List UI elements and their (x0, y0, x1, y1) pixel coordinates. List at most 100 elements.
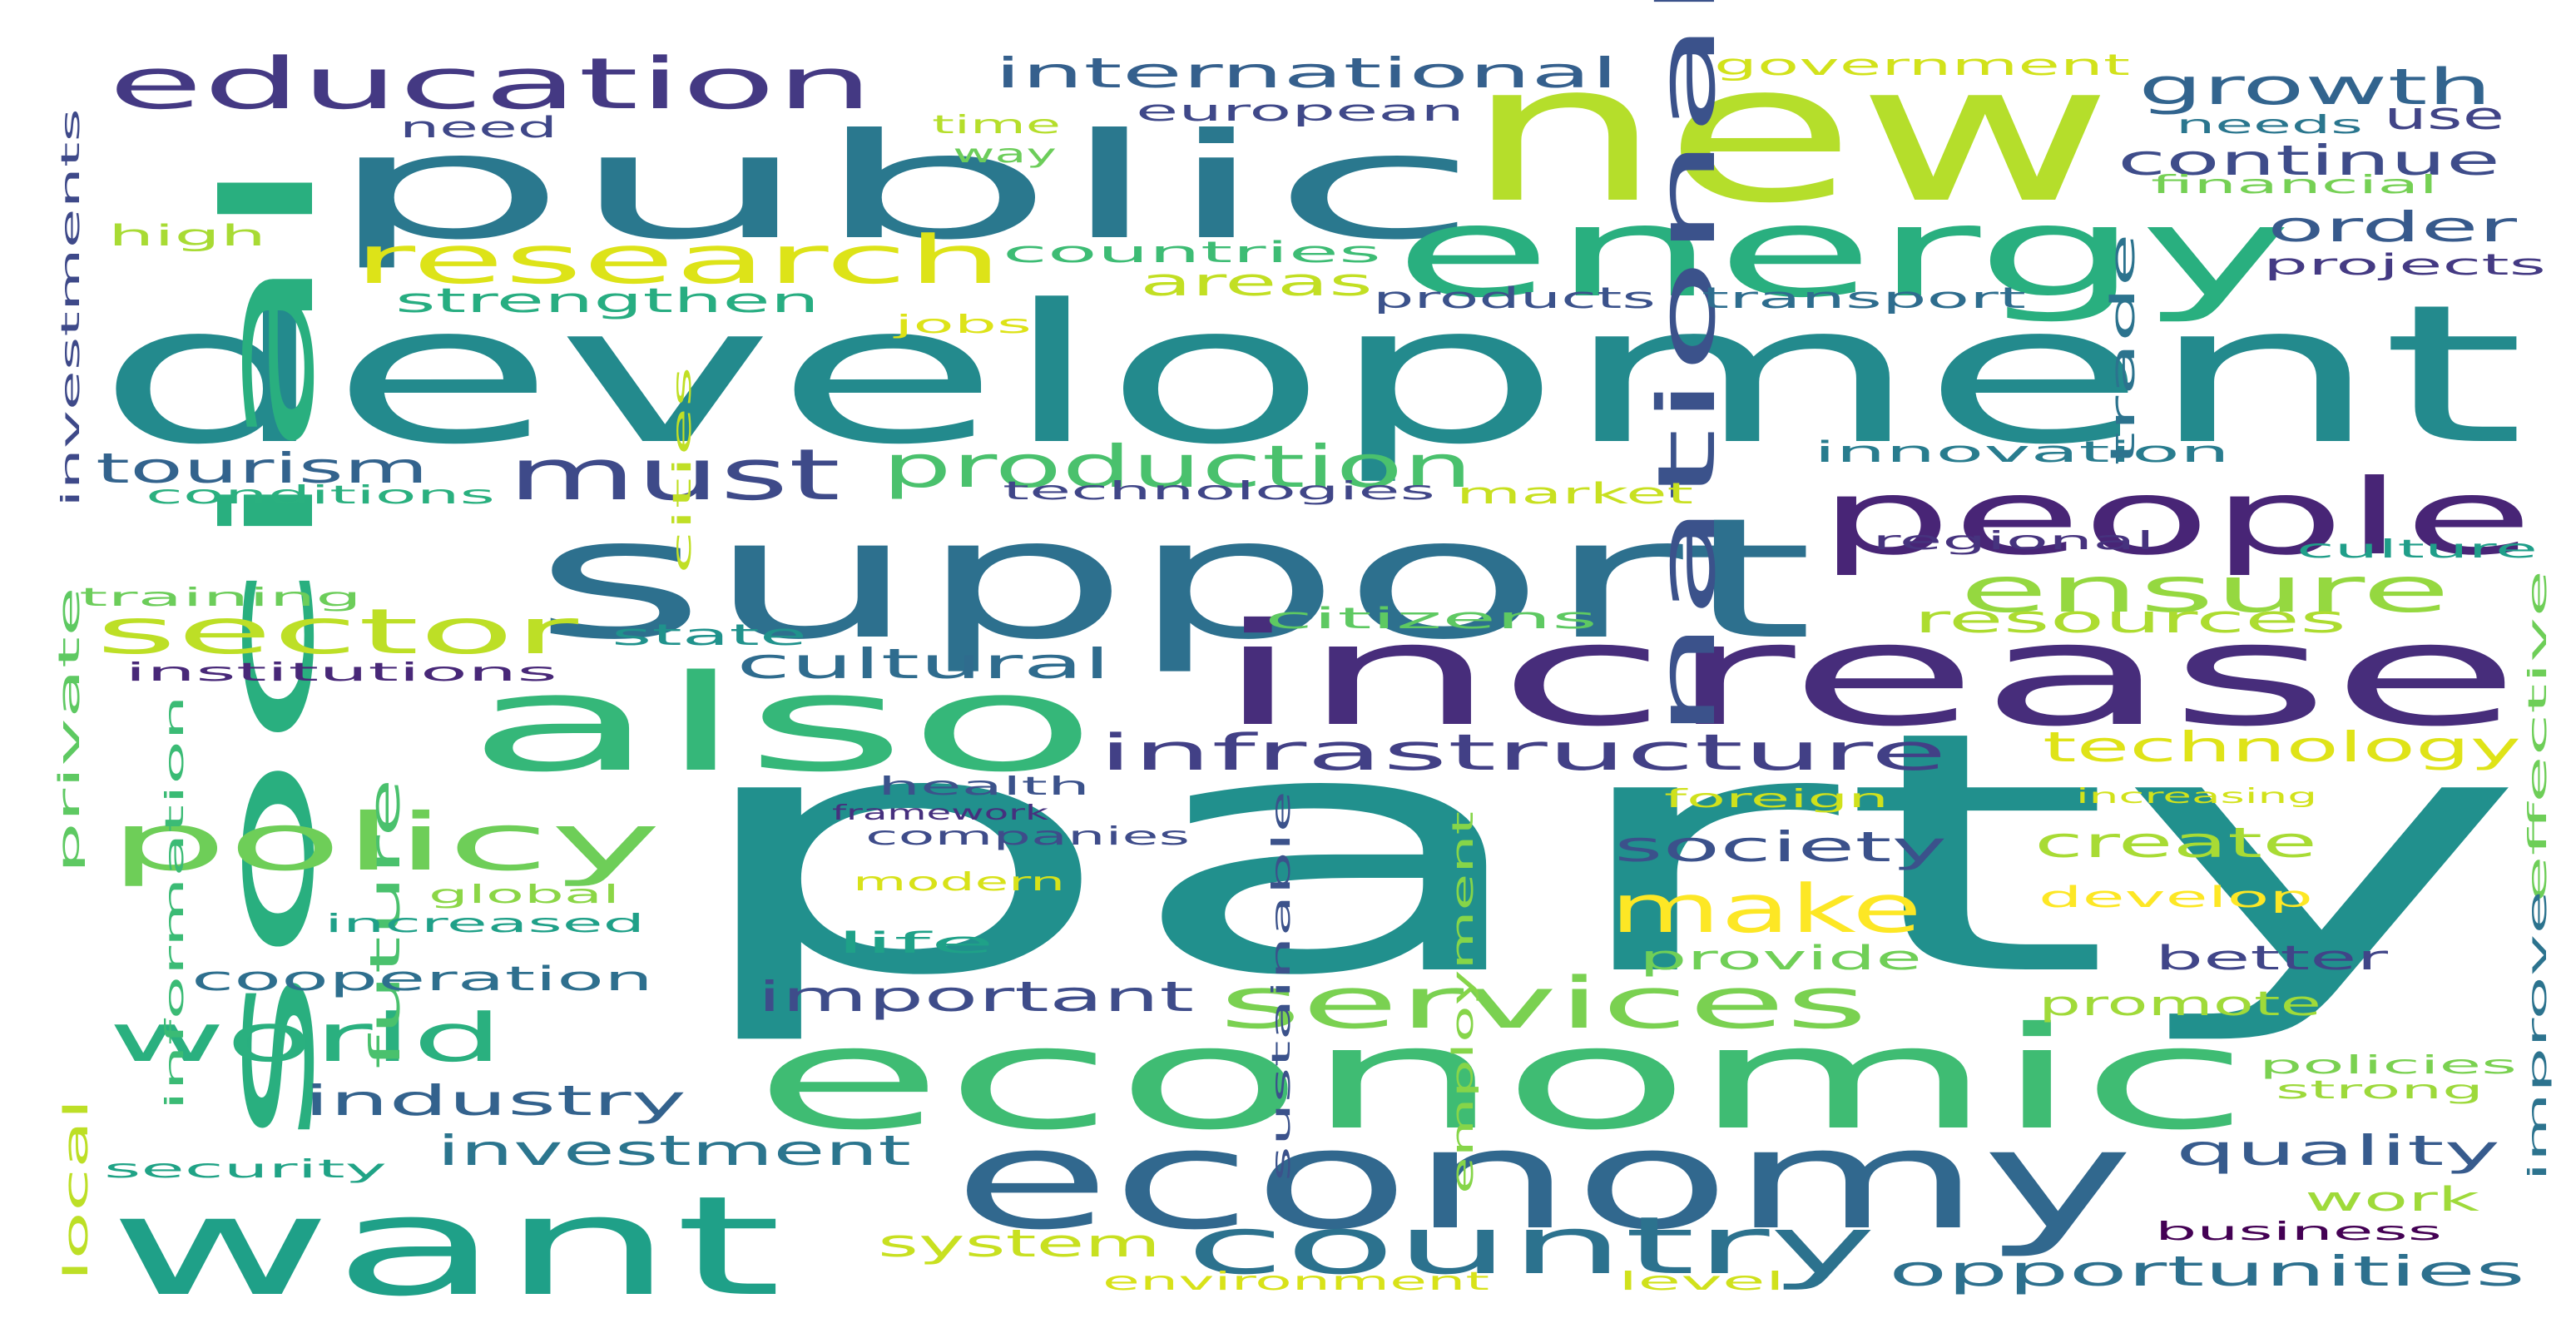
word-policies: policies (2259, 1051, 2517, 1080)
word-education: education (108, 43, 874, 126)
word-way: way (953, 140, 1057, 169)
word-increasing: increasing (2076, 784, 2317, 808)
word-increased: increased (324, 909, 645, 939)
word-policy: policy (108, 797, 661, 889)
word-effective: effective (2524, 570, 2553, 903)
word-economy: economy (953, 1100, 2134, 1260)
word-high: high (108, 220, 266, 253)
word-employment: employment (1447, 811, 1480, 1194)
word-use: use (2384, 94, 2504, 138)
word-information: information (161, 695, 190, 1111)
word-level: level (1618, 1267, 1785, 1296)
word-social: social (197, 150, 342, 1148)
word-better: better (2155, 939, 2389, 978)
word-continue: continue (2118, 136, 2500, 185)
word-sustainable: sustainable (1267, 790, 1296, 1182)
word-services: services (1219, 963, 1868, 1045)
word-training: training (79, 583, 362, 612)
word-resources: resources (1914, 597, 2346, 642)
word-security: security (104, 1155, 387, 1184)
word-time: time (932, 111, 1061, 140)
word-ensure: ensure (1959, 553, 2450, 627)
word-innovation: innovation (1814, 436, 2230, 469)
word-strengthen: strengthen (395, 282, 820, 320)
word-quality: quality (2176, 1127, 2500, 1175)
word-framework: framework (832, 800, 1049, 825)
word-companies: companies (865, 822, 1190, 851)
word-regional: regional (1872, 527, 2155, 556)
word-improve: improve (2524, 890, 2553, 1182)
word-state: state (612, 619, 807, 652)
word-new: new (1464, 23, 2113, 245)
word-financial: financial (2151, 171, 2438, 200)
word-environment: environment (1102, 1267, 1490, 1296)
word-sector: sector (96, 595, 578, 668)
word-want: want (108, 1167, 782, 1326)
word-must: must (508, 434, 840, 517)
word-investment: investment (437, 1127, 911, 1175)
word-industry: industry (304, 1077, 686, 1125)
word-country: country (1186, 1201, 1876, 1292)
word-business: business (2155, 1217, 2442, 1246)
word-transport: transport (1702, 282, 2026, 315)
word-also: also (466, 646, 1098, 801)
word-needs: needs (2176, 111, 2363, 140)
word-growth: growth (2138, 58, 2492, 116)
word-tourism: tourism (96, 444, 429, 493)
word-cooperation: cooperation (191, 960, 653, 999)
word-increase: increase (1215, 593, 2521, 758)
word-government: government (1714, 49, 2130, 82)
word-people: people (1818, 458, 2534, 578)
word-future: future (361, 778, 409, 1069)
word-economic: economic (753, 997, 2251, 1162)
word-technology: technology (2043, 723, 2521, 771)
word-energy: energy (1394, 181, 2292, 325)
word-provide: provide (1639, 939, 1922, 978)
word-make: make (1610, 870, 1922, 948)
word-promote: promote (2039, 985, 2321, 1023)
word-work: work (2305, 1181, 2481, 1219)
word-health: health (878, 772, 1090, 801)
word-international: international (994, 49, 1618, 97)
word-private: private (53, 587, 87, 874)
word-trade: trade (2104, 233, 2143, 466)
word-jobs: jobs (892, 310, 1032, 339)
word-world: world (108, 999, 503, 1077)
word-products: products (1373, 282, 1656, 315)
word-technologies: technologies (1003, 477, 1435, 506)
word-market: market (1456, 478, 1693, 511)
word-national: national (1642, 0, 1733, 741)
word-develop: develop (2039, 881, 2313, 914)
word-create: create (2034, 819, 2317, 867)
word-projects: projects (2263, 249, 2546, 282)
word-important: important (757, 973, 1194, 1021)
word-opportunities: opportunities (1889, 1247, 2525, 1296)
word-research: research (354, 221, 1003, 299)
word-infrastructure: infrastructure (1098, 724, 1947, 782)
word-conditions: conditions (146, 481, 495, 510)
word-party: party (674, 662, 2529, 1048)
word-cities: cities (668, 366, 697, 574)
word-modern: modern (853, 868, 1065, 897)
word-european: european (1136, 95, 1464, 128)
word-cultural: cultural (736, 640, 1111, 688)
word-global: global (429, 880, 620, 909)
word-foreign: foreign (1664, 785, 1889, 814)
word-areas: areas (1140, 260, 1373, 305)
word-investments: investments (57, 108, 86, 508)
word-public: public (324, 103, 1481, 272)
word-institutions: institutions (125, 658, 557, 687)
word-support: support (533, 483, 1814, 676)
word-need: need (399, 112, 557, 145)
word-culture: culture (2296, 535, 2538, 564)
word-society: society (1614, 823, 1947, 871)
word-life: life (836, 927, 994, 960)
word-development: development (96, 265, 2525, 487)
word-system: system (878, 1222, 1161, 1266)
word-order: order (2267, 203, 2518, 251)
word-countries: countries (1003, 236, 1381, 270)
word-strong: strong (2276, 1076, 2484, 1105)
word-production: production (882, 433, 1473, 501)
word-local: local (57, 1098, 96, 1281)
